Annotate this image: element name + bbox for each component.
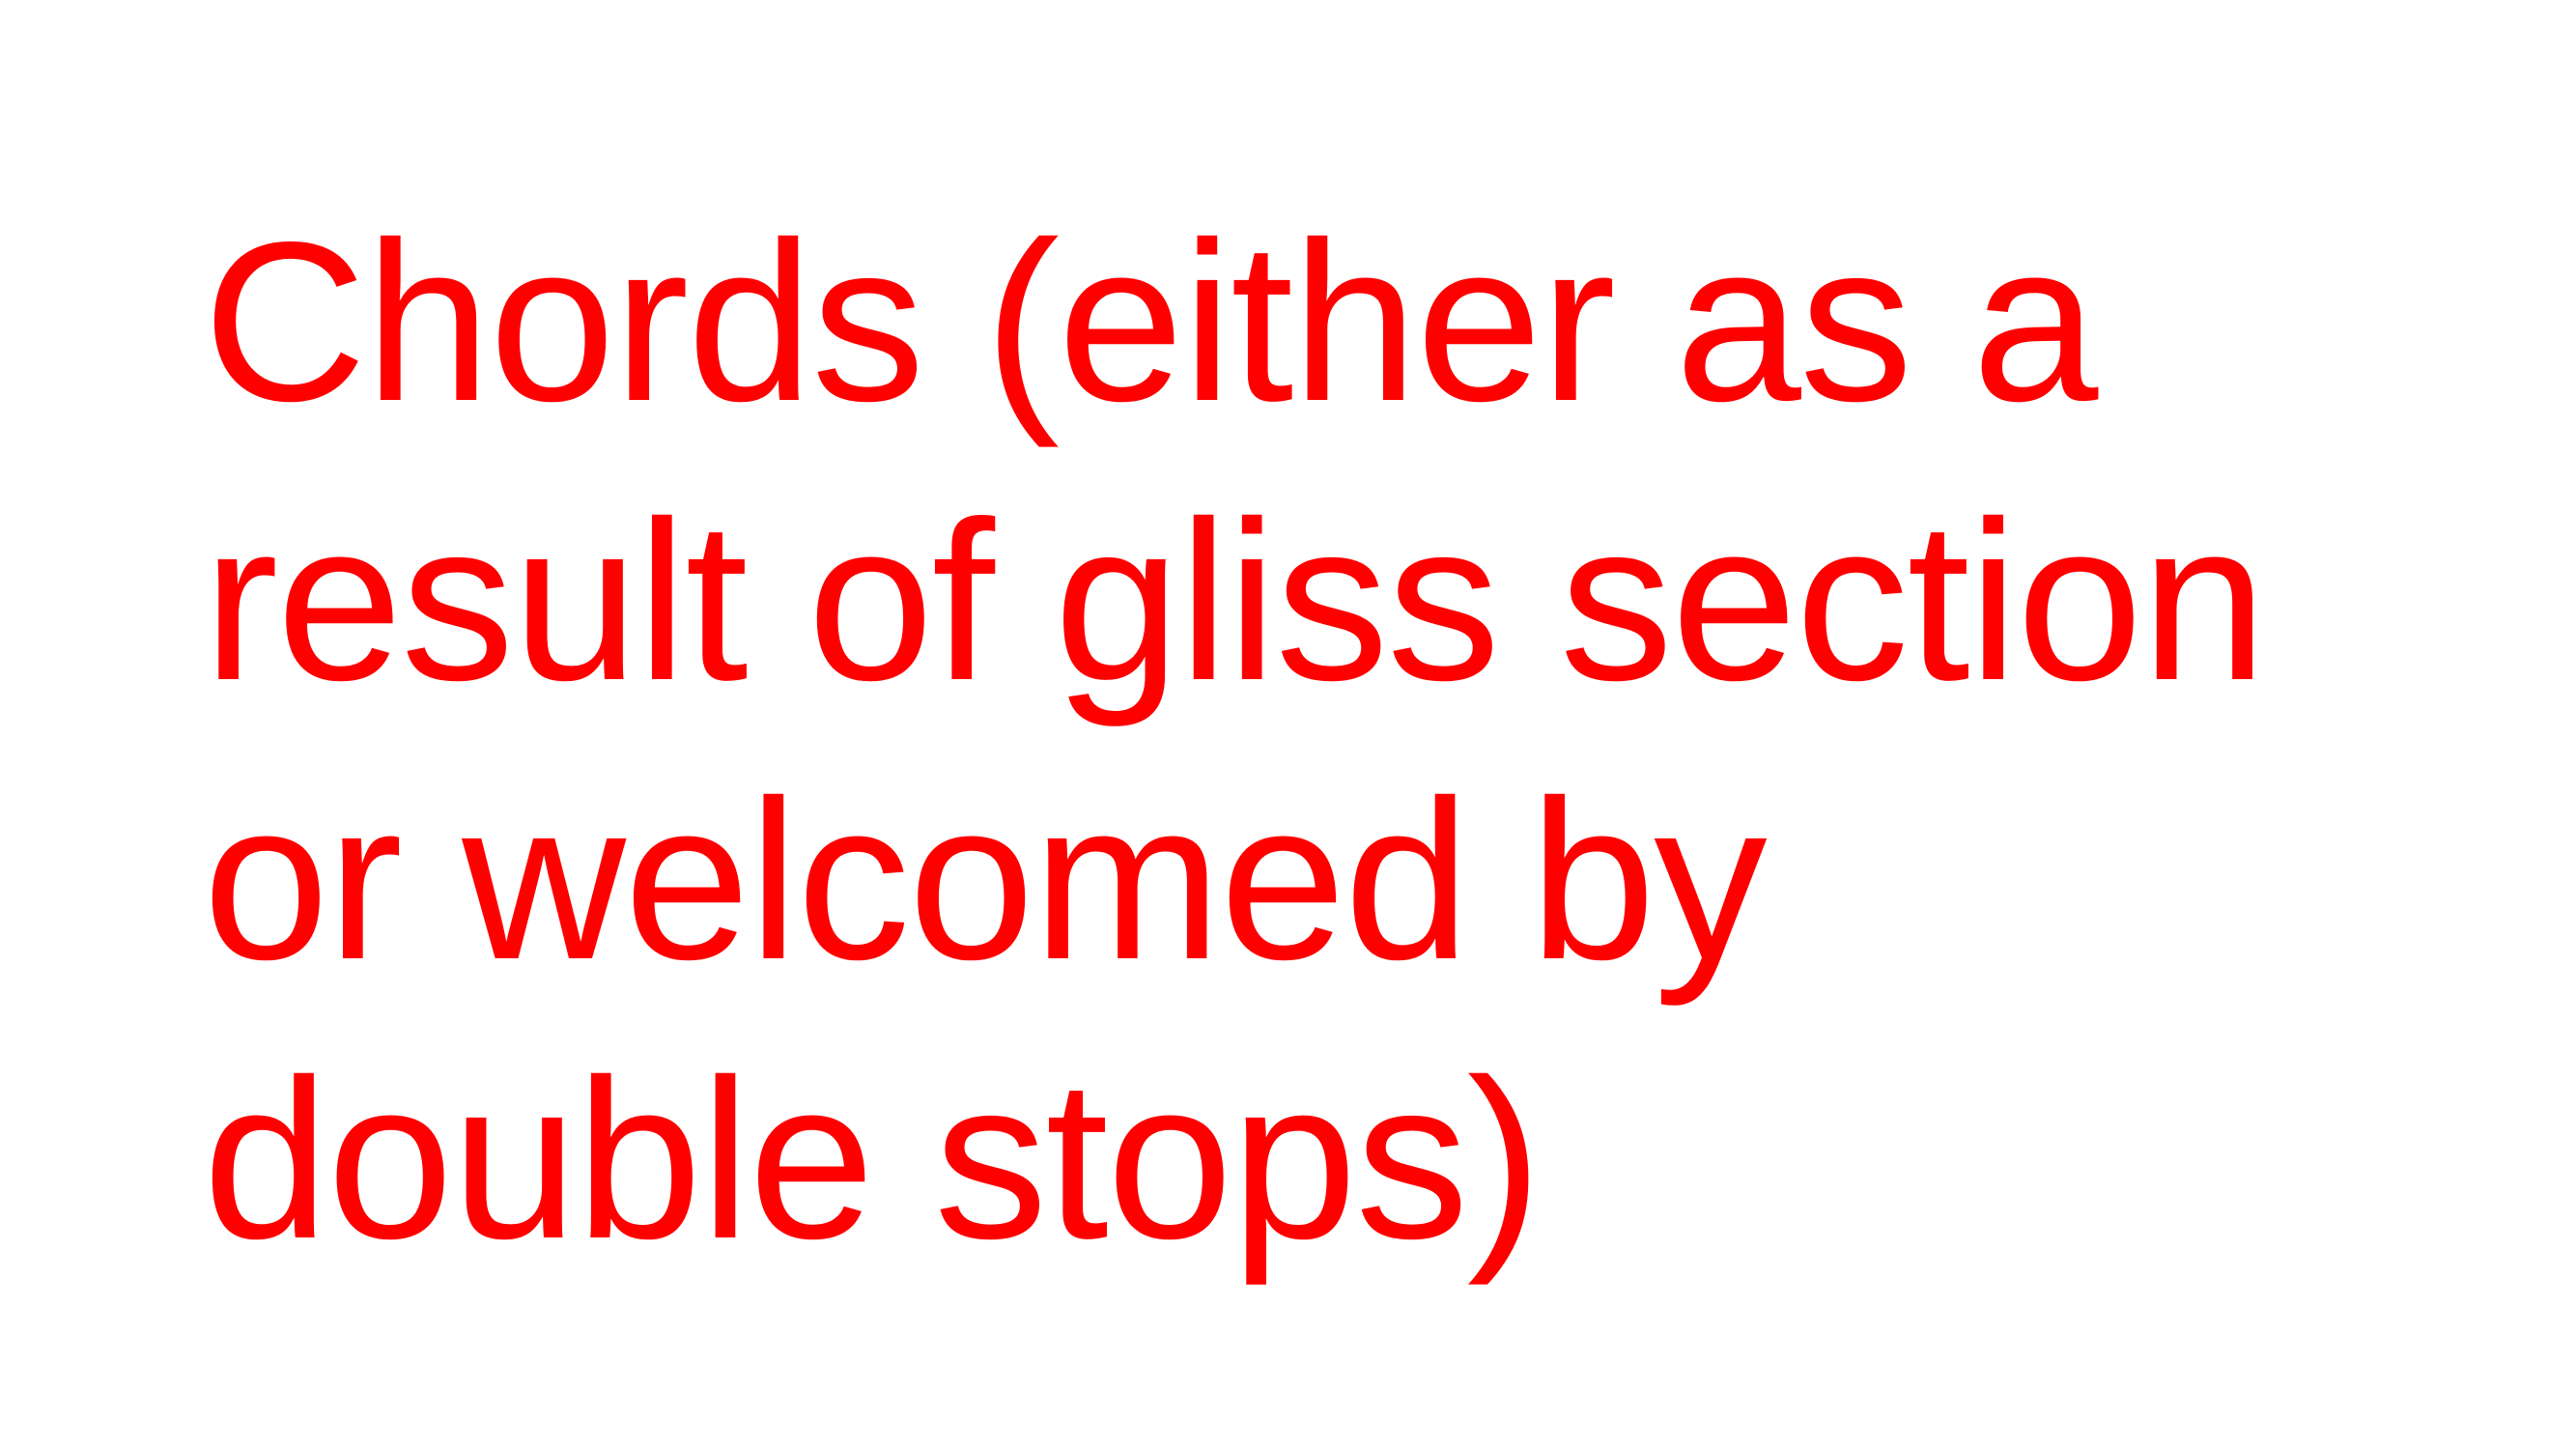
text-line-3: or welcomed by xyxy=(203,753,1768,1007)
slide-body-text: Chords (either as a result of gliss sect… xyxy=(203,182,2521,1298)
text-line-2: result of gliss section xyxy=(203,473,2267,727)
text-line-1: Chords (either as a xyxy=(203,194,2098,448)
text-line-4: double stops) xyxy=(203,1032,1543,1286)
